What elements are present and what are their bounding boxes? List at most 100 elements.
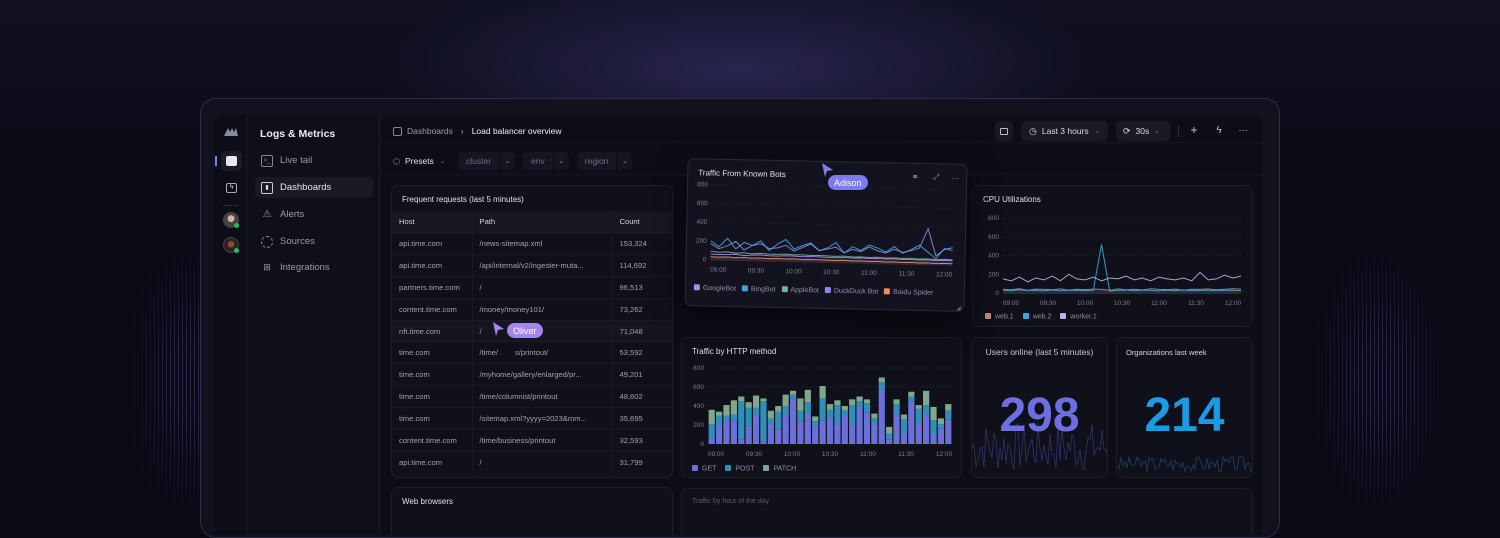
sidebar-item-dashboards[interactable]: ▮ Dashboards [255,177,373,198]
chart-legend: GET POST PATCH [692,465,796,473]
bar-get [945,419,952,444]
table-row[interactable]: api.time.com/news-sitemap.xml 153,324 [392,232,672,255]
cell-host: content.time.com [392,428,472,451]
chevron-down-icon: ⌄ [439,158,445,165]
legend-item[interactable]: Baidu Spider [884,288,933,297]
legend-item[interactable]: AppleBot [781,286,819,294]
bar-patch [730,400,737,415]
bar-get [745,426,752,444]
sidebar-item-live-tail[interactable]: >_ Live tail [255,150,373,171]
bar-post [760,401,767,442]
chevron-down-icon[interactable]: ⌄ [499,152,515,170]
bar-patch [930,406,937,421]
expand-icon[interactable]: ⤢ [932,172,940,182]
bar-get [878,388,885,444]
legend-item[interactable]: PATCH [763,465,796,473]
terminal-icon: >_ [261,154,273,167]
sidebar-item-integrations[interactable]: ⊞ Integrations [255,257,373,278]
bar-get [812,425,819,444]
more-icon[interactable]: ··· [951,173,960,183]
legend-item[interactable]: DuckDuck Bot [824,286,879,296]
refresh-interval-select[interactable]: ⟳ 30s ⌄ [1116,121,1170,141]
avatar-1[interactable] [223,212,239,228]
legend-item[interactable]: worker.1 [1060,313,1097,321]
filter-region[interactable]: region ⌄ [576,152,633,170]
cell-path: /time/business/printout [471,428,612,451]
legend-swatch [741,285,749,292]
y-tick-label: 400 [696,219,707,226]
cell-host: time.com [392,341,472,364]
bar-patch [841,406,848,411]
filter-env[interactable]: env ⌄ [523,152,569,170]
bar-get [893,414,900,444]
breadcrumb-separator: › [460,126,464,136]
legend-item[interactable]: web.2 [1022,313,1051,321]
legend-item[interactable]: BingBot [741,285,776,293]
add-icon[interactable]: + [1190,123,1198,137]
bar-patch [738,396,745,402]
table-row[interactable]: time.com/time/ s/printout/53,592 [392,341,672,364]
table-row[interactable]: time.com/sitemap.xml?yyyy=2023&mm... 35,6… [392,406,672,430]
bar-patch [937,418,945,425]
cell-path: /time/columnist/printout [471,385,612,408]
time-range-select[interactable]: ◷ Last 3 hours ⌄ [1021,121,1108,141]
known-bots-card[interactable]: Traffic From Known Bots ⚭ ⤢ ··· 0 200 400 6… [684,158,968,312]
web-browsers-card: Web browsers [391,487,673,535]
legend-item[interactable]: POST [725,465,754,473]
link-icon[interactable]: ⚭ [911,171,920,182]
breadcrumb-current: Load balancer overview [471,126,562,136]
y-tick-label: 200 [693,422,704,429]
table-row[interactable]: time.com/time/columnist/printout 48,602 [392,385,672,408]
legend-item[interactable]: web.1 [985,313,1014,321]
filter-cluster[interactable]: cluster ⌄ [458,152,516,170]
presets-dropdown[interactable]: ⬡ Presets ⌄ [393,156,445,166]
bar-post [826,409,834,418]
table-row[interactable]: time.com/myhome/gallery/enlarged/pr... 49… [392,363,672,386]
bar-patch [908,391,915,397]
header-divider [1178,125,1179,137]
http-method-card: Traffic by HTTP method 0 200 400 600 800 09:0… [681,337,962,478]
bar-post [886,433,893,440]
y-tick-label: 0 [995,290,999,297]
sidebar-item-alerts[interactable]: ⚠ Alerts [255,204,373,225]
bar-patch [826,404,834,410]
logs-app-icon[interactable] [221,151,242,171]
avatar-2[interactable] [223,237,239,253]
table-row[interactable]: content.time.com/time/business/printout 3… [392,428,672,451]
column-path[interactable]: Path [471,211,612,233]
breadcrumb-parent[interactable]: Dashboards [407,126,453,136]
app-rail: ϟ [215,115,247,535]
bar-post [923,405,930,415]
card-title: CPU Utilizations [983,195,1041,204]
sidebar-item-sources[interactable]: Sources [255,231,373,252]
table-row[interactable]: api.time.com/31,799 [392,450,672,473]
column-host[interactable]: Host [392,211,472,233]
bar-patch [871,413,878,419]
cell-host: time.com [392,385,472,408]
table-row[interactable]: api.time.com/api/internal/v2/ingester-mu… [392,254,672,277]
table-header: Host Path Count [392,211,672,233]
bar-patch [945,404,952,411]
bar-get [915,424,922,444]
legend-item[interactable]: GET [692,465,716,473]
table-row[interactable]: content.time.com/money/money101/73,262 [392,297,672,321]
bar-patch [789,390,797,395]
bolt-icon[interactable]: ϟ [1216,124,1222,136]
filter-label: region [584,156,609,166]
table-row[interactable]: partners.time.com/96,513 [392,276,672,299]
cell-path: /api/internal/v2/ingester-muta... [471,254,612,277]
dashboard-icon: ▮ [261,181,273,194]
column-count[interactable]: Count [611,211,672,233]
bolt-app-icon[interactable]: ϟ [221,178,242,198]
chevron-down-icon[interactable]: ⌄ [616,152,632,170]
bar-post [841,410,848,416]
chevron-down-icon[interactable]: ⌄ [552,152,569,170]
gridline [711,221,954,228]
resize-handle-icon[interactable]: ◢ [956,305,961,312]
more-icon[interactable]: ··· [1238,125,1248,135]
legend-item[interactable]: GoogleBot [693,284,736,293]
series-line-baidu-spider [710,256,953,265]
panel-toggle-button[interactable] [995,121,1013,141]
legend-swatch [763,465,770,471]
x-tick-label: 09:30 [748,267,765,274]
